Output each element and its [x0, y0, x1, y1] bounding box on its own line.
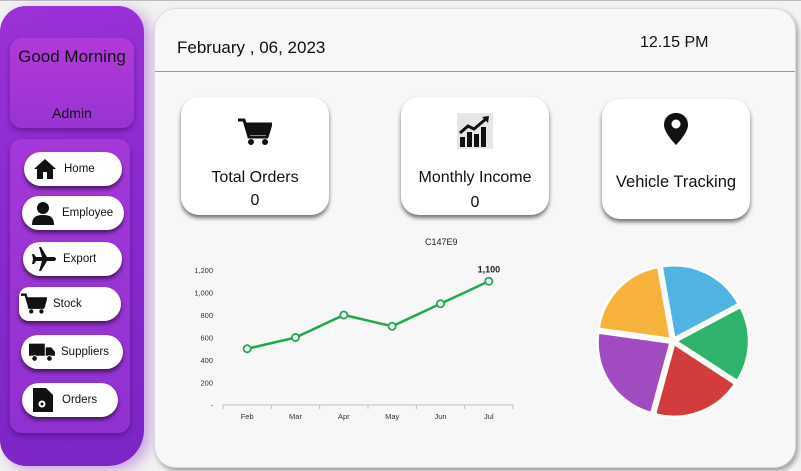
home-icon — [32, 156, 58, 182]
pie-slice — [673, 305, 751, 383]
data-point — [242, 344, 252, 354]
chart-title: C147E9 — [425, 237, 458, 247]
window-border — [0, 0, 801, 1]
nav-employee-button[interactable]: Employee — [22, 196, 124, 230]
header-divider — [155, 71, 795, 72]
y-tick-label: 1,000 — [195, 289, 213, 298]
nav-suppliers-button[interactable]: Suppliers — [21, 335, 123, 369]
document-icon — [30, 387, 56, 413]
pie-slice — [597, 265, 673, 341]
vehicle-tracking-card[interactable]: Vehicle Tracking — [602, 99, 750, 219]
nav-label: Orders — [62, 394, 98, 406]
data-point — [484, 276, 494, 286]
card-title: Vehicle Tracking — [615, 173, 737, 191]
pie-slice — [653, 341, 737, 419]
nav-label: Export — [63, 253, 97, 265]
nav-orders-button[interactable]: Orders — [22, 383, 118, 417]
card-title: Total Orders — [211, 169, 299, 186]
current-time: 12.15 PM — [640, 34, 709, 51]
nav-menu: Home Employee Export Stock — [10, 139, 130, 433]
pie-slice — [596, 331, 673, 415]
data-point — [435, 299, 445, 309]
user-name: Admin — [52, 105, 92, 121]
pie-slice — [660, 264, 741, 341]
map-pin-icon — [602, 113, 750, 145]
nav-stock-button[interactable]: Stock — [19, 287, 121, 321]
cart-icon — [181, 117, 329, 147]
data-point — [291, 333, 301, 343]
current-date: February , 06, 2023 — [177, 38, 326, 57]
y-tick-label: 200 — [200, 379, 213, 388]
sidebar: Good Morning Admin Home Employee Export — [0, 6, 144, 466]
monthly-income-card[interactable]: Monthly Income 0 — [401, 97, 549, 215]
data-point — [339, 310, 349, 320]
distribution-pie-chart — [596, 264, 751, 419]
nav-label: Employee — [62, 207, 114, 219]
greeting-text: Good Morning — [18, 47, 126, 66]
series-line — [246, 280, 490, 350]
data-point — [387, 321, 397, 331]
x-tick-label: Jul — [484, 412, 494, 421]
cart-icon — [21, 291, 47, 317]
nav-label: Stock — [53, 298, 82, 310]
y-tick-label: - — [211, 401, 214, 410]
card-value: 0 — [470, 194, 480, 211]
data-label: 1,100 — [478, 264, 501, 274]
growth-chart-icon — [401, 113, 549, 149]
card-value: 0 — [250, 192, 260, 209]
y-tick-label: 800 — [200, 311, 213, 320]
x-tick-label: Jun — [434, 412, 446, 421]
card-title: Monthly Income — [418, 169, 532, 186]
user-icon — [30, 200, 56, 226]
nav-label: Home — [64, 163, 95, 175]
greeting-card: Good Morning Admin — [10, 38, 134, 128]
x-tick-label: Mar — [289, 412, 302, 421]
y-tick-label: 600 — [200, 334, 213, 343]
nav-label: Suppliers — [61, 346, 109, 358]
y-tick-label: 400 — [200, 356, 213, 365]
nav-export-button[interactable]: Export — [23, 242, 122, 276]
x-tick-label: Apr — [338, 412, 350, 421]
income-line-chart: - 200 400 600 800 1,000 1,200 Feb Mar Apr May Jun Ju… — [195, 264, 514, 421]
y-tick-label: 1,200 — [195, 266, 213, 275]
main-panel: February , 06, 2023 12.15 PM Total Order… — [154, 8, 796, 468]
airplane-icon — [31, 246, 57, 272]
nav-home-button[interactable]: Home — [24, 152, 122, 186]
truck-icon — [29, 339, 55, 365]
x-tick-label: May — [385, 412, 399, 421]
total-orders-card[interactable]: Total Orders 0 — [181, 97, 329, 215]
x-tick-label: Feb — [241, 412, 254, 421]
